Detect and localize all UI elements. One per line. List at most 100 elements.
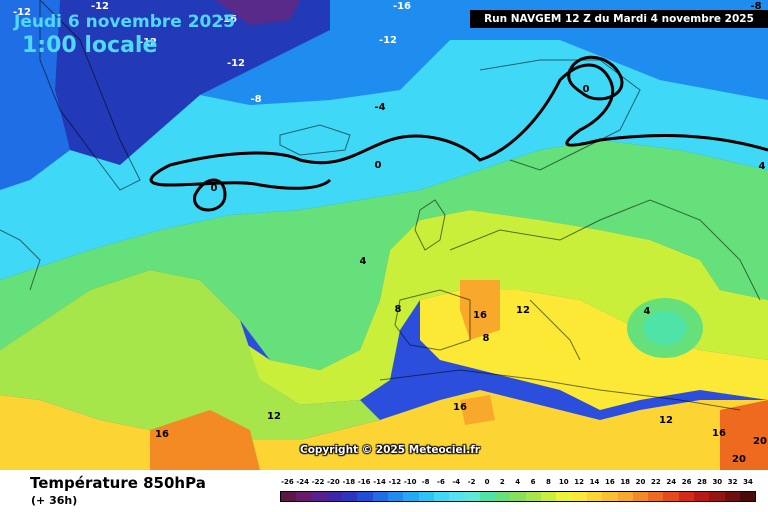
contour-label: -16 — [393, 1, 411, 12]
color-scale-swatch — [724, 492, 740, 501]
color-scale-label: 8 — [545, 478, 551, 486]
cool-band — [0, 40, 768, 280]
color-scale-label: 18 — [620, 478, 631, 486]
color-scale-swatch — [739, 492, 756, 501]
mild-band — [0, 140, 768, 370]
cool-pocket-core — [643, 311, 687, 345]
greenland-coast — [39, 0, 141, 191]
color-scale-label: -12 — [388, 478, 402, 486]
contour-label: 4 — [360, 256, 367, 267]
temperature-map: -12 -12 -16 -16 -12 -12 -12 -8 -4 0 0 0 -8 4 4 4 8 8 12 12 1… — [0, 0, 768, 470]
color-scale-swatch — [388, 492, 404, 501]
color-scale-labels: -26 -24 -22 -20 -18 -16 -14 -12 -10 -8 -6 -4 -2 0 2 4 6 8… — [280, 478, 756, 488]
color-scale-label: 32 — [727, 478, 738, 486]
africa-coast — [379, 369, 741, 411]
cold-core — [55, 0, 330, 165]
color-scale-label: 6 — [530, 478, 536, 486]
color-scale-label: -6 — [437, 478, 445, 486]
color-scale-swatch — [541, 492, 557, 501]
color-scale-label: 14 — [589, 478, 600, 486]
color-scale-label: 22 — [651, 478, 661, 486]
contour-label: -8 — [750, 1, 761, 12]
hot-patch-africa — [460, 395, 495, 425]
contour-label: -12 — [13, 7, 31, 18]
contour-label: 4 — [644, 306, 651, 317]
labrador-coast — [0, 229, 41, 291]
contour-labels: -12 -12 -16 -16 -12 -12 -12 -8 -4 0 0 0 -8 4 4 4 8 8 12 12 1… — [13, 1, 767, 465]
scandinavia-coast — [479, 59, 641, 171]
isotherm-zero-norway — [567, 55, 624, 101]
coastlines — [0, 0, 761, 411]
color-scale-swatch — [326, 492, 343, 501]
color-scale-label: 10 — [558, 478, 569, 486]
parameter-title: Température 850hPa — [30, 474, 206, 492]
color-scale-swatch — [709, 492, 725, 501]
contour-label: 20 — [732, 454, 746, 465]
contour-label: 12 — [516, 305, 530, 316]
forecast-hour: 1:00 locale — [22, 33, 158, 58]
color-scale-label: 30 — [712, 478, 723, 486]
color-scale-label: 4 — [515, 478, 521, 486]
color-scale-label: -4 — [452, 478, 461, 486]
color-scale-swatch — [571, 492, 587, 501]
color-scale-swatch — [357, 492, 373, 501]
color-scale-swatch — [449, 492, 465, 501]
color-scale-swatch — [495, 492, 511, 501]
color-scale-swatch — [648, 492, 664, 501]
copyright-notice: Copyright © 2025 Meteociel.fr — [300, 444, 480, 456]
hot-patch-atlantic — [150, 410, 260, 470]
british-isles-coast — [414, 199, 446, 251]
contour-label: -12 — [379, 35, 397, 46]
contour-label: 0 — [583, 84, 590, 95]
forecast-date: Jeudi 6 novembre 2025 — [14, 12, 236, 32]
color-scale-swatch — [418, 492, 434, 501]
color-scale-label: 12 — [574, 478, 584, 486]
color-scale-swatch — [694, 492, 710, 501]
color-scale-label: 2 — [499, 478, 505, 486]
warm-band — [240, 210, 768, 405]
color-scale-label: -8 — [421, 478, 430, 486]
color-scale-swatch — [663, 492, 679, 501]
color-scale-swatch — [342, 492, 358, 501]
contour-label: 0 — [211, 183, 218, 194]
contour-label: 16 — [712, 428, 726, 439]
contour-label: -8 — [250, 94, 261, 105]
contour-label: 0 — [375, 160, 382, 171]
isotherm-zero-line — [169, 63, 768, 167]
color-scale-swatch — [602, 492, 618, 501]
color-scale-swatch — [464, 492, 480, 501]
contour-label: 16 — [453, 402, 467, 413]
color-scale-swatch — [556, 492, 572, 501]
color-scale-swatch — [525, 492, 542, 501]
color-scale-swatch — [403, 492, 419, 501]
model-run-banner: Run NAVGEM 12 Z du Mardi 4 novembre 2025 — [470, 10, 768, 28]
color-scale-label: -16 — [357, 478, 371, 486]
isotherm-zero — [149, 55, 768, 212]
color-scale-swatch — [433, 492, 450, 501]
color-scale-label: 26 — [681, 478, 692, 486]
europe-coast — [449, 199, 761, 301]
italy-coast — [529, 299, 581, 361]
color-scale-label: 28 — [697, 478, 707, 486]
color-scale-swatch — [296, 492, 312, 501]
color-scale-label: -2 — [467, 478, 476, 486]
color-scale-label: -20 — [327, 478, 340, 486]
contour-label: 8 — [395, 304, 402, 315]
contour-label: 12 — [659, 415, 673, 426]
isotherm-zero-loop — [149, 163, 332, 190]
color-scale-label: 20 — [635, 478, 646, 486]
contour-label: 16 — [155, 429, 169, 440]
legend-footer: Température 850hPa (+ 36h) -26 -24 -22 -20-… — [0, 470, 768, 512]
contour-label: 12 — [267, 411, 281, 422]
cold-band-west — [0, 0, 70, 190]
color-scale-swatch — [586, 492, 603, 501]
color-scale-swatch — [479, 492, 496, 501]
color-scale-label: 16 — [604, 478, 615, 486]
color-scale-label: -22 — [311, 478, 325, 486]
color-scale-label: 0 — [484, 478, 490, 486]
contour-label: -12 — [139, 37, 157, 48]
color-scale-swatch — [281, 492, 297, 501]
hot-patch-east — [720, 400, 768, 470]
contour-label: -16 — [219, 14, 237, 25]
isotherm-zero-island — [193, 178, 227, 212]
